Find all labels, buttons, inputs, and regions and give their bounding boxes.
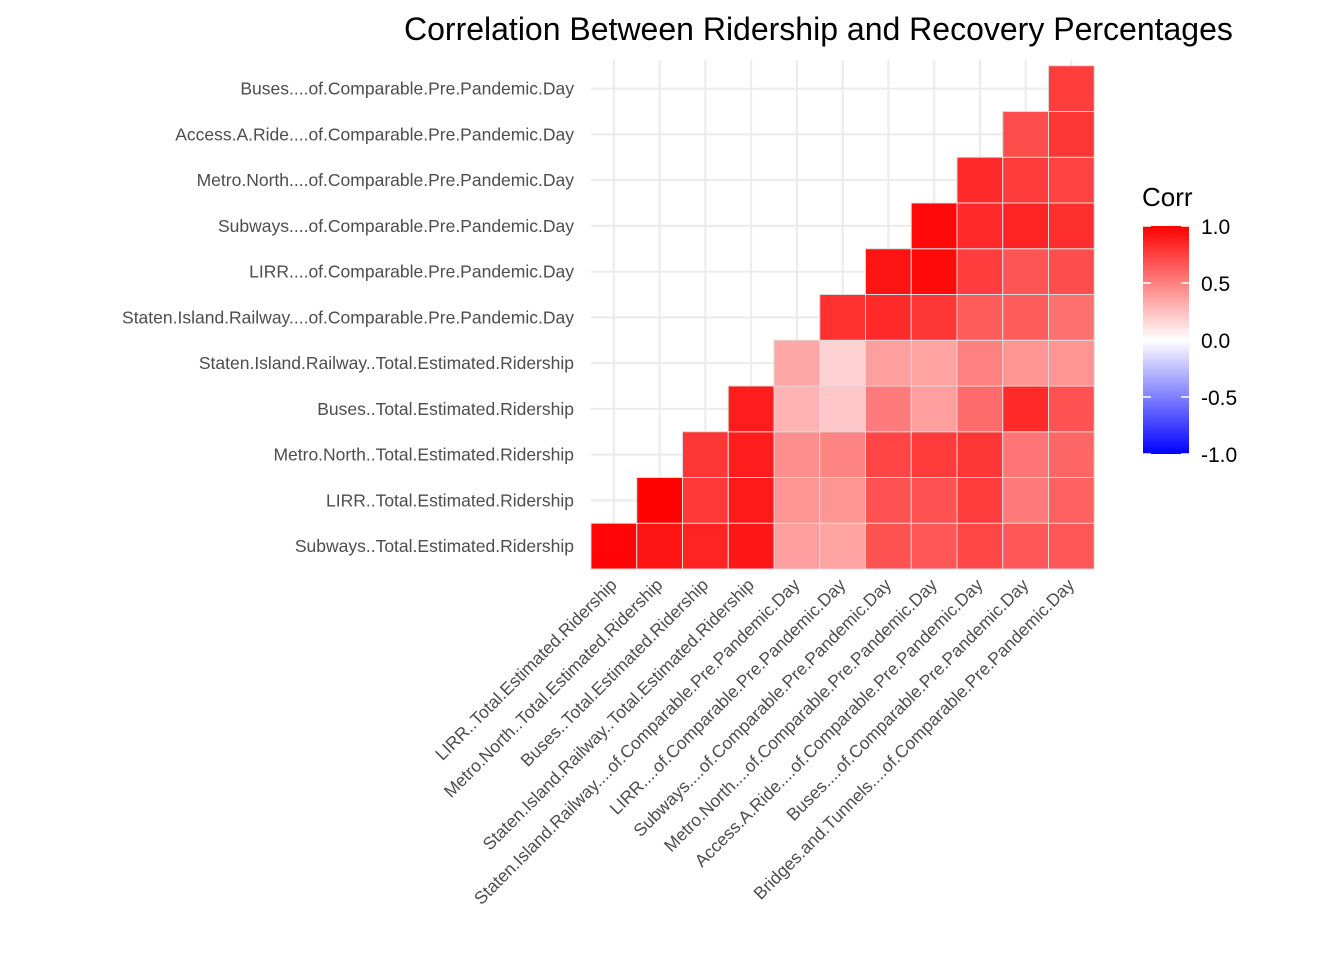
heatmap-cell <box>1002 248 1049 295</box>
y-tick-label: LIRR....of.Comparable.Pre.Pandemic.Day <box>249 262 574 282</box>
y-tick-label: Staten.Island.Railway....of.Comparable.P… <box>122 307 574 327</box>
heatmap-cell <box>1002 522 1049 570</box>
heatmap-cell <box>727 385 775 433</box>
heatmap-cell <box>727 522 775 570</box>
heatmap-cell <box>956 431 1004 478</box>
heatmap-cell <box>1002 111 1049 158</box>
y-tick-label: LIRR..Total.Estimated.Ridership <box>326 490 574 510</box>
legend-tick-label: 0.0 <box>1201 330 1230 353</box>
y-tick-label: Access.A.Ride....of.Comparable.Pre.Pande… <box>175 124 574 144</box>
heatmap-cell <box>773 431 821 478</box>
heatmap-cell <box>956 156 1004 204</box>
heatmap-cell <box>1048 294 1095 341</box>
heatmap-cell <box>910 248 958 295</box>
heatmap-cell <box>773 477 821 524</box>
heatmap-cell <box>1002 156 1049 204</box>
y-axis-labels: Subways..Total.Estimated.Ridership LIRR..… <box>122 79 574 557</box>
x-tick-label: Staten.Island.Railway....of.Comparable.P… <box>470 575 804 909</box>
heatmap-cell <box>910 202 958 250</box>
heatmap-cell <box>956 294 1004 341</box>
heatmap-cell <box>910 385 958 433</box>
heatmap-cell <box>1048 522 1095 570</box>
heatmap-cell <box>682 431 729 478</box>
heatmap-cell <box>865 294 912 341</box>
heatmap-cell <box>773 522 821 570</box>
heatmap-cell <box>865 522 912 570</box>
heatmap-cell <box>910 477 958 524</box>
heatmap-cell <box>865 248 912 295</box>
y-tick-label: Metro.North....of.Comparable.Pre.Pandemi… <box>197 170 575 190</box>
heatmap-cell <box>1002 294 1049 341</box>
heatmap-cell <box>1048 339 1095 387</box>
heatmap-cell <box>956 385 1004 433</box>
heatmap-cell <box>956 202 1004 250</box>
legend-tick-label: 0.5 <box>1201 273 1230 296</box>
heatmap-cell <box>727 477 775 524</box>
heatmap-cell <box>819 339 866 387</box>
heatmap-cell <box>1002 202 1049 250</box>
heatmap-cell <box>636 522 683 570</box>
heatmap-cell <box>819 294 866 341</box>
heatmap-cell <box>956 248 1004 295</box>
heatmap-cell <box>1048 65 1095 112</box>
heatmap-cell <box>1002 431 1049 478</box>
heatmap-cell <box>773 385 821 433</box>
chart-title: Correlation Between Ridership and Recove… <box>404 11 1233 47</box>
heatmap-cell <box>910 522 958 570</box>
y-tick-label: Subways....of.Comparable.Pre.Pandemic.Da… <box>218 216 574 236</box>
heatmap-cell <box>727 431 775 478</box>
legend-ticks: 1.0 0.5 0.0 -0.5 -1.0 <box>1143 216 1237 467</box>
legend-tick-label: 1.0 <box>1201 216 1230 239</box>
heatmap-cell <box>956 477 1004 524</box>
legend-tick-label: -0.5 <box>1201 387 1237 410</box>
heatmap-cell <box>865 385 912 433</box>
heatmap-cell <box>682 477 729 524</box>
heatmap-cell <box>1048 202 1095 250</box>
legend-tick-label: -1.0 <box>1201 444 1237 467</box>
heatmap-cell <box>865 431 912 478</box>
legend-title: Corr <box>1142 182 1193 212</box>
heatmap-cell <box>1048 111 1095 158</box>
y-tick-label: Buses..Total.Estimated.Ridership <box>317 399 574 419</box>
y-tick-label: Subways..Total.Estimated.Ridership <box>295 536 574 556</box>
heatmap-cell <box>1002 339 1049 387</box>
heatmap-cell <box>1048 248 1095 295</box>
y-tick-label: Staten.Island.Railway..Total.Estimated.R… <box>199 353 574 373</box>
y-tick-label: Buses....of.Comparable.Pre.Pandemic.Day <box>240 79 574 99</box>
heatmap-cell <box>910 294 958 341</box>
y-tick-label: Metro.North..Total.Estimated.Ridership <box>273 445 574 465</box>
heatmap-cell <box>1002 385 1049 433</box>
heatmap-cell <box>819 522 866 570</box>
heatmap-cell <box>819 385 866 433</box>
legend: Corr 1.0 0.5 0.0 -0.5 -1.0 <box>1142 182 1237 467</box>
heatmap-cell <box>1048 431 1095 478</box>
heatmap-cell <box>910 431 958 478</box>
heatmap-cells <box>590 65 1095 570</box>
heatmap-cell <box>1048 385 1095 433</box>
heatmap-cell <box>819 477 866 524</box>
heatmap-cell <box>636 477 683 524</box>
heatmap-cell <box>682 522 729 570</box>
heatmap-cell <box>910 339 958 387</box>
heatmap-cell <box>1048 156 1095 204</box>
heatmap-cell <box>865 477 912 524</box>
heatmap-cell <box>956 339 1004 387</box>
heatmap-cell <box>819 431 866 478</box>
heatmap-cell <box>773 339 821 387</box>
heatmap-cell <box>865 339 912 387</box>
x-axis-labels: LIRR..Total.Estimated.RidershipMetro.Nor… <box>431 575 1078 909</box>
heatmap-cell <box>1002 477 1049 524</box>
heatmap-cell <box>590 522 638 570</box>
heatmap-cell <box>956 522 1004 570</box>
heatmap-cell <box>1048 477 1095 524</box>
